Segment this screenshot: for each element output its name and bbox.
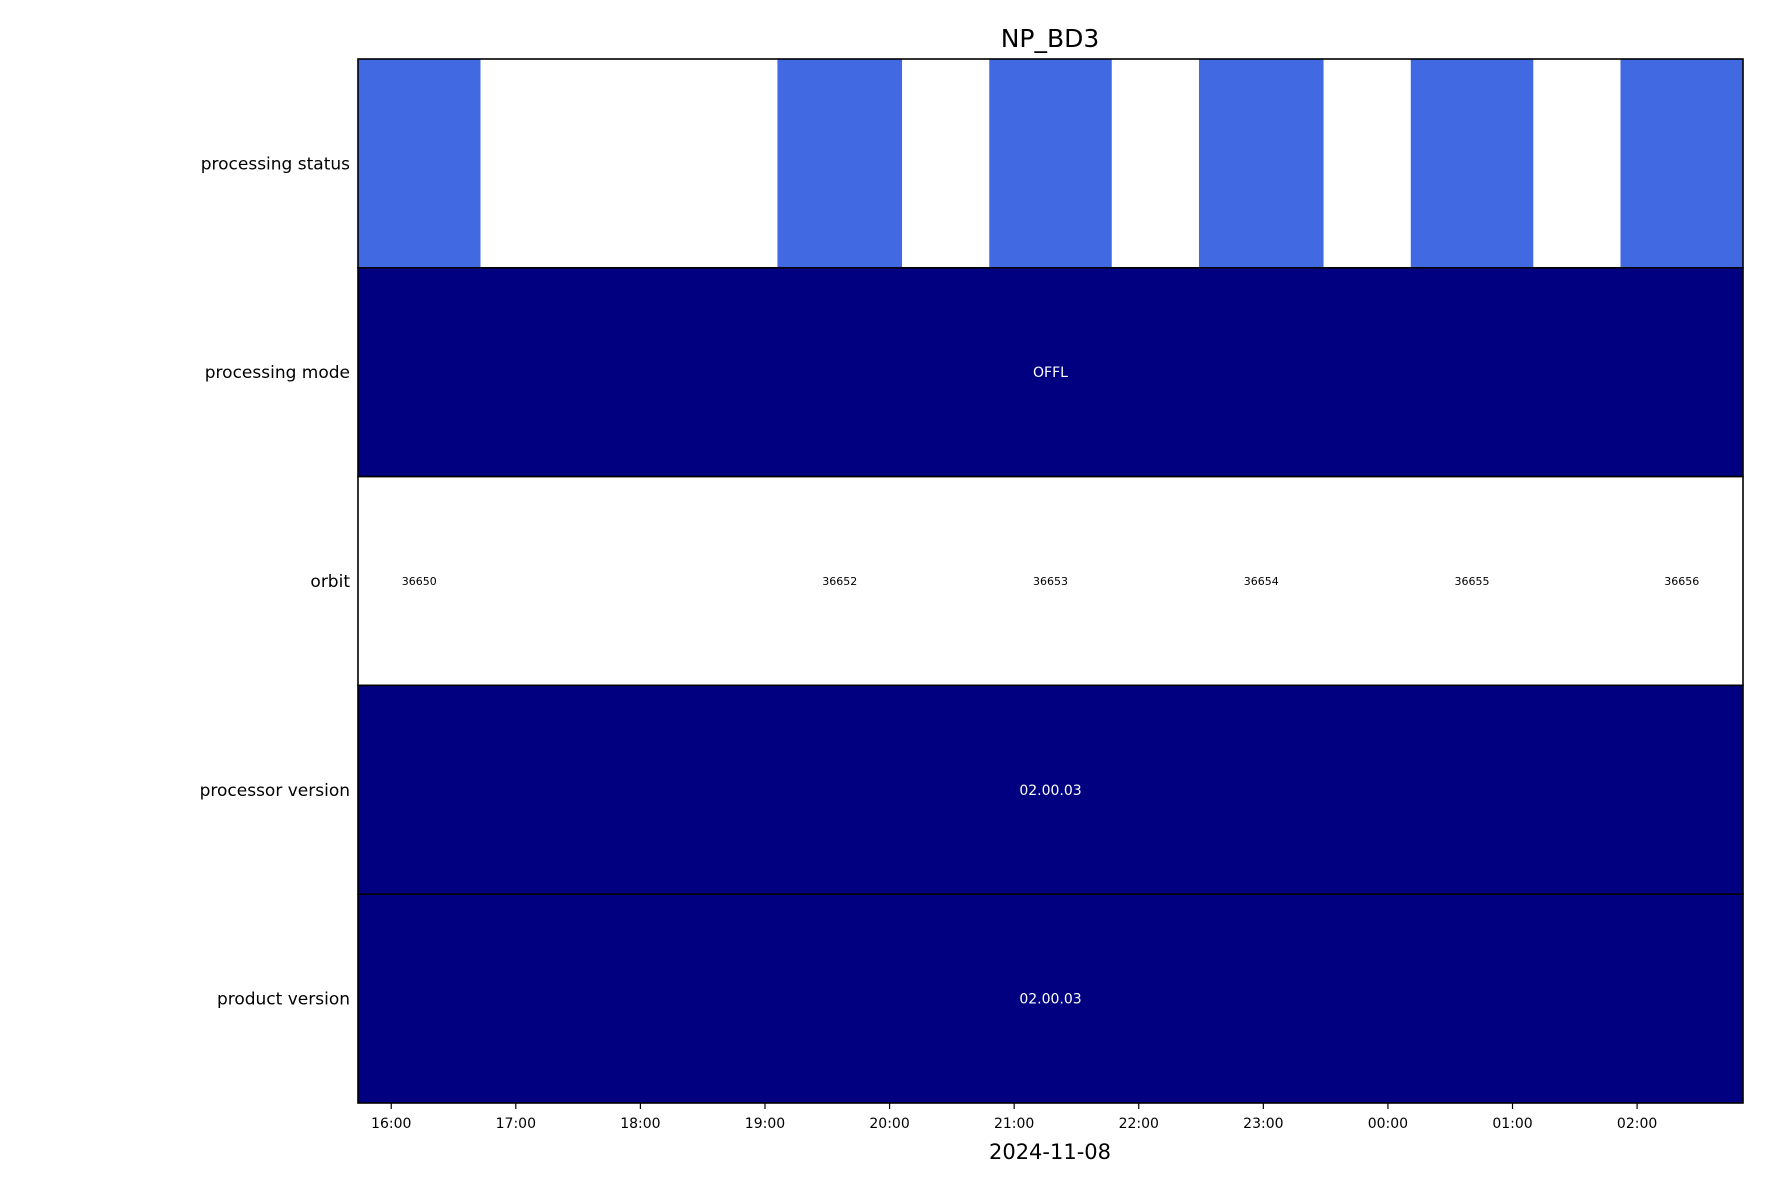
segment-label: 36655 xyxy=(1455,575,1490,588)
row-label: processor version xyxy=(200,781,350,801)
segment-bar xyxy=(1410,59,1534,268)
segment-label: 36650 xyxy=(402,575,437,588)
row-label: product version xyxy=(217,990,350,1010)
x-tick-label: 23:00 xyxy=(1243,1116,1283,1132)
x-tick-label: 18:00 xyxy=(620,1116,660,1132)
x-axis: 16:00 17:00 18:00 19:00 20:00 21:00 22:00 23:00… xyxy=(371,1103,1657,1132)
row-frame xyxy=(357,893,1744,1104)
segment-bar xyxy=(1620,476,1743,686)
row-label: processing status xyxy=(201,154,350,174)
x-tick-label: 17:00 xyxy=(496,1116,536,1132)
segment-label: 36652 xyxy=(822,575,857,588)
row-label: processing mode xyxy=(205,363,350,383)
row-label: orbit xyxy=(310,572,350,592)
segment-label: 36653 xyxy=(1033,575,1068,588)
segment-label: 36654 xyxy=(1244,575,1279,588)
x-tick-label: 02:00 xyxy=(1617,1116,1657,1132)
chart-title: NP_BD3 xyxy=(1001,24,1100,53)
segment-bar xyxy=(777,59,903,268)
x-tick-label: 20:00 xyxy=(869,1116,909,1132)
segment-label: 02.00.03 xyxy=(1019,783,1081,799)
x-tick-label: 00:00 xyxy=(1368,1116,1408,1132)
segment-label: 02.00.03 xyxy=(1019,992,1081,1008)
timeline-rows: processing status OFFL processing mode 3665… xyxy=(200,58,1744,1104)
segment-bar xyxy=(358,59,481,268)
x-tick-label: 16:00 xyxy=(371,1116,411,1132)
segment-bar xyxy=(989,476,1112,686)
segment-bar xyxy=(358,894,1743,1103)
timeline-row: 02.00.03 processor version xyxy=(200,684,1744,896)
segment-bar xyxy=(1198,59,1324,268)
x-tick-label: 01:00 xyxy=(1492,1116,1532,1132)
segment-bar xyxy=(989,59,1112,268)
timeline-row: 02.00.03 product version xyxy=(217,893,1744,1104)
x-tick-label: 19:00 xyxy=(745,1116,785,1132)
timeline-row: 36650 36652 36653 36654 36655 36656 orbit xyxy=(310,475,1744,687)
segment-bar xyxy=(358,476,481,686)
x-tick-label: 22:00 xyxy=(1119,1116,1159,1132)
x-tick-label: 21:00 xyxy=(994,1116,1034,1132)
x-axis-label: 2024-11-08 xyxy=(989,1140,1111,1164)
timeline-row: processing status xyxy=(201,58,1744,269)
segment-bar xyxy=(1198,476,1324,686)
segment-bar xyxy=(1620,59,1743,268)
segment-bar xyxy=(358,685,1743,895)
segment-bar xyxy=(1410,476,1534,686)
segment-label: OFFL xyxy=(1033,365,1068,381)
segment-bar xyxy=(777,476,903,686)
segment-bar xyxy=(358,267,1743,477)
segment-label: 36656 xyxy=(1664,575,1699,588)
timeline-row: OFFL processing mode xyxy=(205,266,1744,478)
